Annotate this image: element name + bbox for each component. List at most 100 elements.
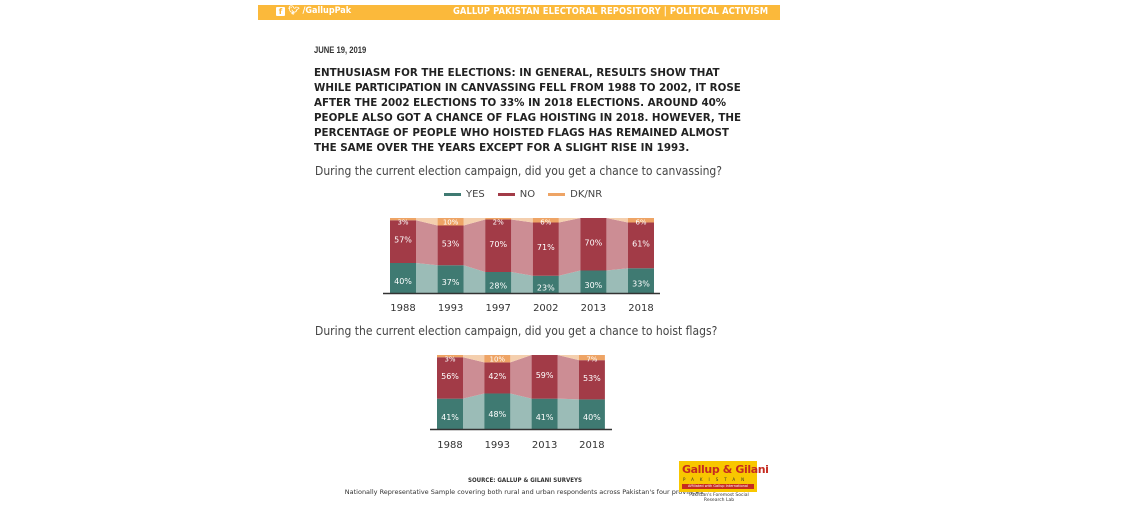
chart-1-data-label-no-1993: 53% (442, 239, 460, 248)
chart-1-data-label-no-1988: 57% (394, 236, 412, 245)
twitter-icon[interactable]: 🐦︎ (288, 6, 300, 16)
chart-2-data-label-dknr-1988: 3% (444, 356, 455, 364)
legend-item-yes: YES (444, 189, 485, 200)
chart-1-bar-yes-1997 (485, 272, 512, 293)
chart-1-data-label-yes-1993: 37% (442, 278, 460, 287)
legend-swatch-yes (444, 193, 461, 196)
chart-2-band-dknr-1993-2013 (510, 355, 532, 363)
chart-1-band-dknr-1988-1993 (416, 218, 438, 226)
chart-1-bar-yes-2018 (628, 268, 654, 293)
chart-1-bar-yes-1988 (390, 263, 416, 293)
chart-1-band-yes-2002-2013 (558, 270, 581, 293)
chart-1-data-label-yes-1988: 40% (394, 277, 412, 286)
chart-1-data-label-dknr-1993: 10% (443, 219, 459, 227)
chart-2-bar-no-2013 (531, 355, 558, 399)
legend-swatch-no (497, 193, 515, 196)
chart-2-data-label-yes-2018: 40% (583, 413, 601, 422)
chart-1-data-label-no-1997: 70% (489, 240, 507, 249)
chart-1-data-label-dknr-2002: 6% (540, 219, 551, 227)
logo-affiliation: Affiliated with Gallup International (682, 484, 754, 489)
chart-1-tick-label-1997: 1997 (485, 303, 510, 314)
chart-2-bar-no-1988 (437, 357, 463, 399)
chart-2-data-label-no-1993: 42% (488, 372, 506, 381)
chart-1-bar-dknr-2018 (628, 218, 654, 223)
chart-2-title: During the current election campaign, di… (315, 324, 718, 338)
legend-swatch-dknr (548, 193, 566, 196)
chart-1-bar-yes-2013 (580, 270, 607, 293)
chart-1-band-dknr-2013-2018 (606, 218, 628, 223)
chart-2-tick-label-1988: 1988 (437, 440, 462, 451)
chart-1-data-label-yes-2013: 30% (585, 281, 603, 290)
chart-1-band-yes-1993-1997 (463, 265, 486, 293)
chart-1-band-dknr-1993-1997 (463, 218, 486, 226)
chart-2-band-no-2013-2018 (557, 355, 579, 400)
chart-2-bar-no-2018 (578, 360, 605, 400)
chart-1-data-label-yes-1997: 28% (489, 282, 507, 291)
legend-item-no: NO (497, 189, 536, 200)
header-banner: f 🐦︎ /GallupPak GALLUP PAKISTAN ELECTORA… (258, 5, 780, 20)
chart-1-bar-dknr-1988 (390, 218, 416, 221)
chart-1-data-label-dknr-2018: 6% (635, 219, 646, 227)
chart-1-band-no-2002-2013 (558, 218, 581, 276)
chart-2-band-dknr-2013-2018 (557, 355, 579, 361)
chart-1-data-label-dknr-1997: 2% (493, 219, 504, 227)
legend-item-dknr: DK/NR (548, 189, 602, 200)
chart-1-band-dknr-1997-2002 (511, 218, 533, 223)
chart-1-bar-no-1988 (390, 220, 416, 263)
chart-1-tick-label-2002: 2002 (533, 303, 558, 314)
chart-2-band-yes-1993-2013 (510, 393, 532, 429)
sample-note: Nationally Representative Sample coverin… (344, 488, 706, 496)
chart-2-bar-yes-2018 (578, 399, 605, 429)
logo-tagline: Pakistan's Foremost Social Research Lab (689, 493, 749, 503)
chart-1-data-label-yes-2002: 23% (537, 283, 555, 292)
source-label: SOURCE: GALLUP & GILANI SURVEYS (468, 476, 582, 484)
chart-2-data-label-yes-1993: 48% (488, 410, 506, 419)
chart-1-band-yes-1997-2002 (511, 272, 533, 293)
chart-1-bar-no-2013 (580, 218, 607, 271)
chart-1-tick-label-1993: 1993 (438, 303, 463, 314)
chart-1-title: During the current election campaign, di… (315, 164, 723, 178)
banner-title: GALLUP PAKISTAN ELECTORAL REPOSITORY | P… (452, 6, 768, 17)
chart-2-data-label-no-2013: 59% (536, 371, 554, 380)
chart-2-band-no-1988-1993 (463, 357, 485, 399)
chart-2-data-label-no-2018: 53% (583, 374, 601, 383)
chart-1-data-label-yes-2018: 33% (632, 280, 650, 289)
chart-1-bar-yes-2002 (532, 275, 559, 293)
chart-2-band-no-1993-2013 (510, 355, 532, 399)
chart-2-bar-yes-2013 (531, 398, 558, 429)
chart-1-tick-label-1988: 1988 (390, 303, 415, 314)
chart-1-bar-no-2002 (532, 222, 559, 276)
legend: YES NO DK/NR (444, 189, 602, 200)
social-links: f 🐦︎ /GallupPak (276, 6, 351, 16)
chart-1-data-label-no-2002: 71% (537, 243, 555, 252)
chart-1-band-yes-1988-1993 (416, 263, 438, 293)
facebook-icon[interactable]: f (276, 6, 285, 16)
chart-1-data-label-dknr-1988: 3% (397, 219, 408, 227)
chart-1-band-no-1997-2002 (511, 219, 533, 276)
social-handle[interactable]: /GallupPak (302, 6, 352, 16)
gallup-gilani-logo: Gallup & Gilani PAKISTAN Affiliated with… (679, 461, 769, 492)
chart-1-data-label-no-2013: 70% (585, 238, 603, 247)
chart-1-band-dknr-2002-2013 (558, 218, 581, 223)
chart-1-bar-no-2018 (628, 222, 654, 269)
chart-1-bar-yes-1993 (437, 265, 464, 293)
chart-2-bar-dknr-1988 (437, 355, 463, 358)
chart-2-data-label-yes-1988: 41% (441, 413, 459, 422)
chart-1-data-label-no-2018: 61% (632, 239, 650, 248)
chart-2-data-label-dknr-1993: 10% (490, 356, 506, 364)
chart-2-data-label-no-1988: 56% (441, 372, 459, 381)
chart-1-bar-dknr-1993 (437, 218, 464, 226)
chart-1-band-no-1993-1997 (463, 219, 486, 272)
chart-1-bar-no-1997 (485, 219, 512, 272)
chart-1-tick-label-2013: 2013 (581, 303, 606, 314)
legend-label-yes: YES (466, 189, 485, 200)
chart-2-bar-yes-1988 (437, 398, 463, 429)
chart-2-band-yes-2013-2018 (557, 398, 579, 429)
legend-label-dknr: DK/NR (570, 189, 603, 200)
chart-2-data-label-yes-2013: 41% (536, 413, 554, 422)
legend-label-no: NO (519, 189, 536, 200)
chart-2-band-dknr-1988-1993 (463, 355, 485, 363)
chart-2-tick-label-2013: 2013 (532, 440, 557, 451)
chart-1-bar-dknr-1997 (485, 218, 512, 220)
